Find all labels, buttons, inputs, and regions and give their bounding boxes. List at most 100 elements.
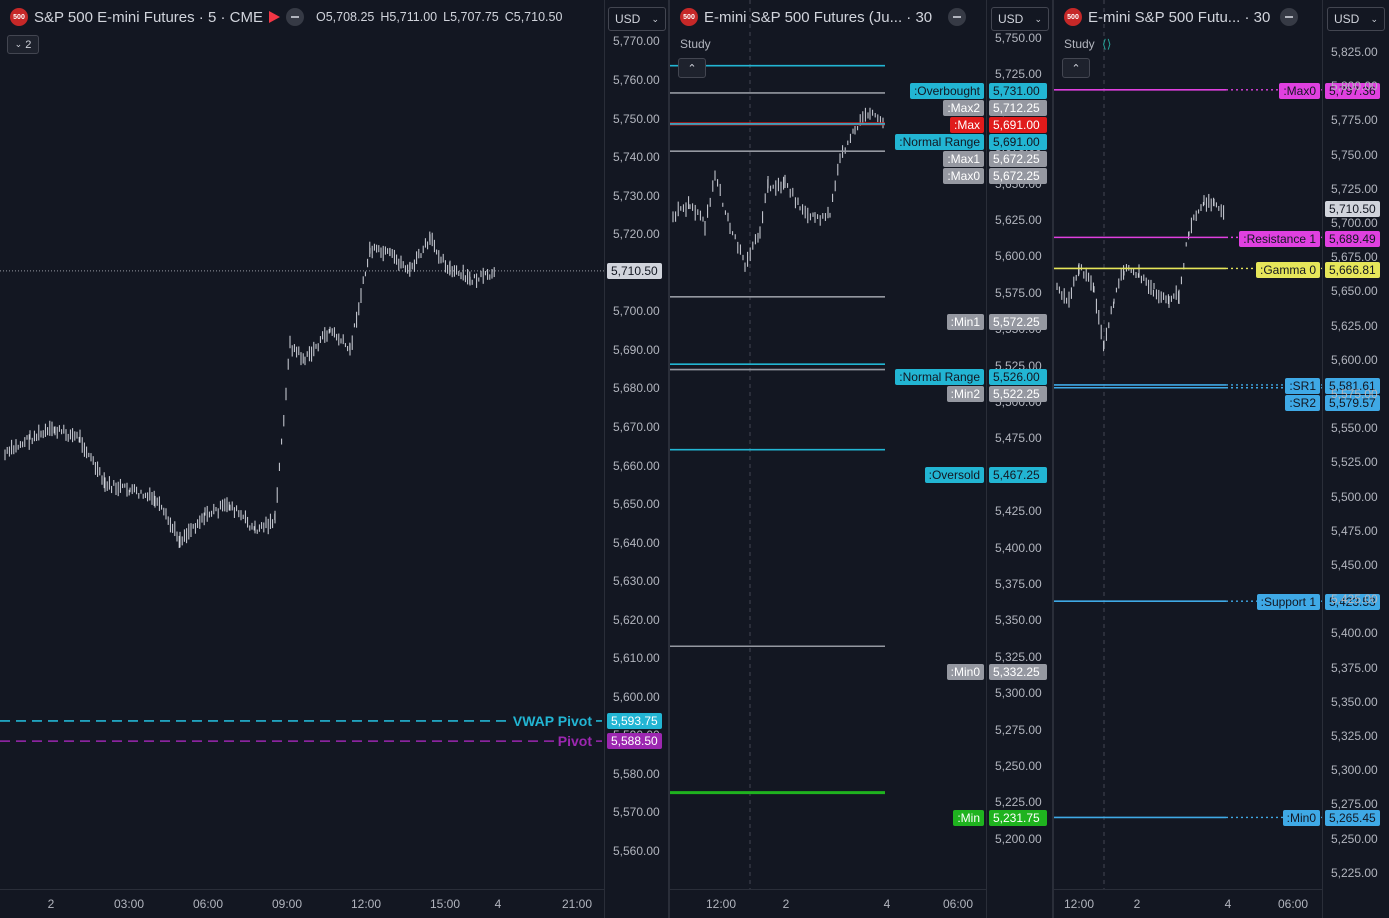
price-tick: 5,670.00 (613, 419, 660, 434)
chevron-down-icon: ⌄ (1034, 13, 1042, 24)
last-price-label: 5,710.50 (607, 262, 662, 279)
price-plot-3[interactable] (1054, 0, 1322, 890)
price-tick: 5,325.00 (1331, 729, 1378, 743)
study-label: Study (680, 37, 711, 51)
expand-up-button[interactable]: ⌃ (1062, 58, 1090, 78)
level-price-label: 5,526.00 (989, 369, 1047, 385)
price-tick: 5,400.00 (995, 540, 1042, 555)
price-tick: 5,475.00 (995, 431, 1042, 446)
price-axis-2[interactable]: USD ⌄ 5,750.005,725.005,700.005,675.005,… (986, 0, 1053, 918)
price-tick: 5,325.00 (995, 649, 1042, 664)
currency-label: USD (998, 12, 1024, 26)
price-tick: 5,600.00 (613, 689, 660, 704)
time-tick: 09:00 (271, 897, 303, 911)
time-tick: 15:00 (429, 897, 461, 911)
level-name-label: :Max0 (1279, 83, 1320, 99)
price-tick: 5,525.00 (1331, 455, 1378, 470)
level-name-label: :Max1 (943, 151, 984, 167)
time-axis-3[interactable]: 12:00 2 4 06:00 (1054, 889, 1322, 918)
price-tick: 5,750.00 (613, 111, 660, 126)
price-tick: 5,640.00 (613, 535, 660, 550)
level-name-label: :Max (949, 117, 984, 133)
panel-divider[interactable] (1052, 0, 1054, 918)
symbol-title[interactable]: E-mini S&P 500 Futu... · 30 (1088, 8, 1271, 26)
time-axis-1[interactable]: 2 03:00 06:00 09:00 12:00 15:00 4 21:00 (0, 889, 604, 918)
time-tick: 06:00 (192, 897, 224, 911)
time-axis-2[interactable]: 12:00 2 4 06:00 (670, 889, 986, 918)
chevron-up-icon: ⌃ (1071, 62, 1081, 75)
level-price-label: 5,423.53 (1325, 594, 1380, 610)
currency-select[interactable]: USD ⌄ (608, 7, 666, 31)
price-tick: 5,225.00 (1331, 865, 1378, 880)
level-name-label: :SR1 (1285, 378, 1320, 394)
level-price-label: 5,332.25 (989, 664, 1047, 680)
level-name-label: :Max0 (943, 168, 984, 184)
level-name-label: :Overbought (909, 83, 984, 99)
price-tick: 5,350.00 (1331, 694, 1378, 709)
currency-select[interactable]: USD ⌄ (1327, 7, 1385, 31)
price-tick: 5,400.00 (1331, 626, 1378, 641)
study-label-text: Study (1064, 37, 1095, 51)
price-tick: 5,575.00 (995, 285, 1042, 300)
level-name-label: :Min1 (946, 314, 984, 330)
price-tick: 5,740.00 (613, 150, 660, 165)
collapse-button[interactable] (948, 8, 967, 26)
currency-select[interactable]: USD ⌄ (991, 7, 1049, 31)
level-name-label: :Min0 (1282, 810, 1320, 826)
price-axis-3[interactable]: USD ⌄ 5,797.36 5,689.49 5,666.81 5,581.61 5,… (1322, 0, 1389, 918)
level-price-label: 5,691.00 (989, 117, 1047, 133)
indicators-toggle[interactable]: ⌄ 2 (7, 35, 39, 54)
level-name-label: :Min (953, 810, 984, 826)
expand-up-button[interactable]: ⌃ (678, 58, 706, 78)
level-price-label: 5,588.50 (607, 733, 662, 750)
ohlc-high: H5,711.00 (380, 10, 438, 24)
level-name-label: :Max2 (943, 100, 984, 116)
price-tick: 5,375.00 (995, 577, 1042, 591)
symbol-logo: 500 (680, 8, 698, 26)
symbol-logo: 500 (10, 8, 28, 26)
time-tick: 12:00 (705, 897, 737, 911)
price-tick: 5,725.00 (1331, 181, 1378, 196)
level-price-label: 5,467.25 (989, 467, 1047, 483)
ohlc-low: L5,707.75 (443, 10, 499, 24)
collapse-button[interactable] (285, 8, 304, 26)
level-price-label: 5,672.25 (989, 151, 1047, 167)
level-price-label: 5,581.61 (1325, 378, 1380, 394)
symbol-title[interactable]: S&P 500 E-mini Futures · 5 · CME (34, 8, 263, 26)
price-tick: 5,300.00 (995, 686, 1042, 701)
panel1-header: 500 S&P 500 E-mini Futures · 5 · CME O5,… (10, 8, 562, 26)
price-tick: 5,720.00 (613, 227, 660, 242)
level-name: VWAP Pivot (508, 712, 596, 729)
symbol-title[interactable]: E-mini S&P 500 Futures (Ju... · 30 (704, 8, 933, 26)
chart-panel-3[interactable]: 500 E-mini S&P 500 Futu... · 30 Study ⟨⟩… (1054, 0, 1322, 918)
price-tick: 5,425.00 (1331, 592, 1378, 607)
level-name-label: :Normal Range (895, 369, 984, 385)
level-name-label: :Normal Range (895, 134, 984, 150)
flag-icon[interactable] (268, 11, 280, 23)
chart-panel-1[interactable]: 500 S&P 500 E-mini Futures · 5 · CME O5,… (0, 0, 604, 918)
ohlc-close: C5,710.50 (504, 10, 563, 24)
chevron-down-icon: ⌄ (14, 39, 23, 49)
price-tick: 5,625.00 (995, 213, 1042, 227)
panel-divider[interactable] (668, 0, 670, 918)
level-price-label: 5,231.75 (989, 810, 1047, 826)
price-plot-2[interactable] (670, 0, 986, 890)
price-plot-1[interactable] (0, 0, 604, 890)
price-tick: 5,700.00 (1331, 216, 1378, 230)
price-tick: 5,650.00 (613, 497, 660, 512)
price-tick: 5,550.00 (1331, 421, 1378, 436)
price-tick: 5,350.00 (995, 613, 1042, 628)
time-tick: 21:00 (561, 897, 593, 911)
chart-panel-2[interactable]: 500 E-mini S&P 500 Futures (Ju... · 30 S… (670, 0, 986, 918)
collapse-button[interactable] (1280, 8, 1299, 26)
price-tick: 5,580.00 (613, 766, 660, 781)
price-axis-1[interactable]: USD ⌄ 5,770.00 5,760.00 5,750.00 5,740.00 5,… (604, 0, 669, 918)
code-icon[interactable]: ⟨⟩ (1102, 37, 1112, 51)
time-tick: 06:00 (942, 897, 974, 911)
level-price-label: 5,593.75 (607, 712, 662, 729)
level-name-label: :SR2 (1285, 395, 1320, 411)
study-label: Study ⟨⟩ (1064, 37, 1111, 51)
chevron-up-icon: ⌃ (687, 62, 697, 75)
indicator-count: 2 (25, 38, 32, 51)
price-tick: 5,575.00 (1331, 387, 1378, 401)
